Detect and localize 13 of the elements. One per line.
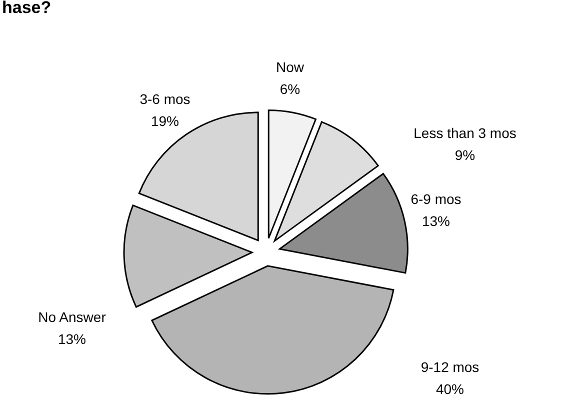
slice-label: No Answer xyxy=(38,309,106,325)
slice-label: 9-12 mos xyxy=(420,359,480,375)
slice-label: Now xyxy=(276,59,305,75)
data-label: 13% xyxy=(58,331,86,347)
chart-title: hase? xyxy=(2,0,52,17)
data-label: 6% xyxy=(280,81,300,97)
data-label: 9% xyxy=(454,147,476,163)
slice-label: Less than 3 mos xyxy=(414,125,516,141)
slice-label: 6-9 mos xyxy=(410,191,462,207)
data-label: 40% xyxy=(436,381,464,397)
data-label: 13% xyxy=(422,213,450,229)
data-label: 19% xyxy=(150,113,180,129)
slice-label: 3-6 mos xyxy=(140,91,190,107)
